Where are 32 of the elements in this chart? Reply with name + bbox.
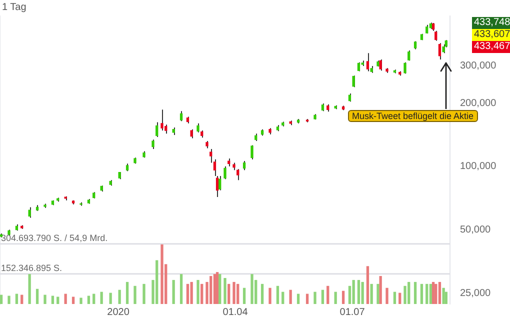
candlestick	[216, 176, 219, 198]
candlestick	[224, 166, 226, 180]
candlestick	[242, 160, 246, 171]
candlestick	[152, 139, 154, 150]
candlestick	[28, 206, 31, 218]
y-tick-label: 25,000	[460, 288, 492, 299]
ref-line-label: 152.346.895 S.	[1, 262, 62, 273]
y-tick-label: 200,000	[460, 98, 497, 109]
y-tick-label: 100,000	[460, 161, 497, 172]
candlestick	[236, 168, 240, 181]
chart-subtitle: 1 Tag	[2, 2, 26, 13]
candlestick	[156, 122, 158, 138]
candlestick	[218, 176, 222, 191]
text: 433,607	[472, 29, 510, 41]
ref-line-label: 304.693.790 S. / 54,9 Mrd.	[1, 232, 108, 243]
annotation: Musk-Tweet beflügelt die Aktie	[348, 110, 478, 122]
candlestick	[404, 62, 406, 74]
x-tick-label: 01.04	[222, 306, 248, 318]
candlestick	[250, 144, 254, 160]
x-tick-label: 01.07	[340, 306, 366, 318]
candlestick	[196, 122, 200, 133]
y-tick-label: 50,000	[460, 224, 492, 236]
y-tick-label: 300,000	[460, 60, 497, 72]
candlestick	[434, 30, 438, 42]
candlestick	[160, 109, 164, 132]
x-tick-label: 2020	[107, 306, 130, 318]
candlestick	[180, 110, 183, 122]
candlestick	[366, 52, 370, 72]
text: 433,467	[472, 41, 510, 53]
candlestick	[438, 42, 442, 60]
candlestick	[352, 75, 355, 88]
text: 433,748	[472, 17, 510, 29]
